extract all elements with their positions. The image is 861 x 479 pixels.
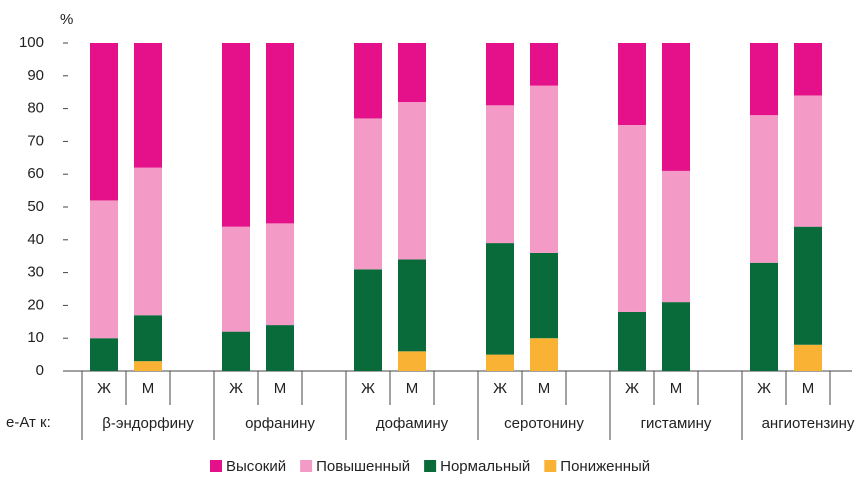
legend-label: Высокий <box>226 458 286 475</box>
bar-segment <box>662 43 690 171</box>
bar-segment <box>398 102 426 260</box>
legend-label: Нормальный <box>440 458 530 475</box>
bar-segment <box>794 226 822 345</box>
legend-label: Пониженный <box>560 458 650 475</box>
y-tick-label: 90 <box>27 67 44 84</box>
y-axis-label: % <box>60 11 73 28</box>
bar-segment <box>266 325 294 371</box>
y-tick-label: 10 <box>27 329 44 346</box>
group-label: β-эндорфину <box>102 415 194 432</box>
bar-segment <box>354 269 382 371</box>
bar-segment <box>750 43 778 116</box>
y-tick-label: 0 <box>36 362 44 379</box>
bar-segment <box>398 43 426 103</box>
x-tick-label: Ж <box>361 380 375 397</box>
bar-segment <box>134 361 162 371</box>
x-tick-label: Ж <box>229 380 243 397</box>
bar-segment <box>222 226 250 332</box>
y-tick-label: 70 <box>27 132 44 149</box>
bar-segment <box>90 200 118 339</box>
bar-segment <box>618 125 646 312</box>
bar-segment <box>134 43 162 168</box>
bar-segment <box>530 85 558 253</box>
bar-segment <box>486 243 514 355</box>
bar-segment <box>618 311 646 371</box>
group-axis-label: е-Ат к: <box>6 414 51 431</box>
x-tick-label: М <box>274 380 287 397</box>
group-label: ангиотензину <box>762 415 855 432</box>
bar-segment <box>794 43 822 96</box>
y-tick-label: 100 <box>19 34 44 51</box>
bar-segment <box>134 167 162 316</box>
bar-segment <box>750 262 778 371</box>
bar-segment <box>266 43 294 224</box>
x-tick-label: М <box>538 380 551 397</box>
bar-segment <box>662 170 690 303</box>
x-tick-label: Ж <box>625 380 639 397</box>
bar-segment <box>134 315 162 362</box>
bar-segment <box>486 354 514 371</box>
bar-segment <box>530 338 558 371</box>
bar-segment <box>530 43 558 86</box>
legend-swatch <box>300 460 313 472</box>
bar-segment <box>266 223 294 326</box>
bar-segment <box>354 118 382 270</box>
y-tick-label: 20 <box>27 296 44 313</box>
legend-swatch <box>210 460 222 472</box>
x-tick-label: Ж <box>97 380 111 397</box>
legend-swatch <box>424 460 437 472</box>
bar-segment <box>750 115 778 263</box>
bar-segment <box>398 259 426 352</box>
bar-segment <box>530 252 558 339</box>
x-tick-label: М <box>802 380 815 397</box>
y-tick-label: 60 <box>27 165 44 182</box>
bar-segment <box>222 331 250 371</box>
bar-segment <box>398 351 426 371</box>
bar-segment <box>794 95 822 227</box>
y-tick-label: 50 <box>27 198 44 215</box>
bar-segment <box>794 344 822 371</box>
x-tick-label: Ж <box>493 380 507 397</box>
bar-segment <box>222 43 250 227</box>
bar-segment <box>90 43 118 201</box>
x-tick-label: М <box>670 380 683 397</box>
x-tick-label: М <box>406 380 419 397</box>
bar-segment <box>618 43 646 125</box>
group-label: орфанину <box>245 415 315 432</box>
y-tick-label: 40 <box>27 231 44 248</box>
x-tick-label: Ж <box>757 380 771 397</box>
bar-segment <box>486 105 514 244</box>
x-tick-label: М <box>142 380 155 397</box>
group-label: серотонину <box>504 415 584 432</box>
bar-segment <box>662 302 690 371</box>
y-tick-label: 30 <box>27 264 44 281</box>
legend-swatch <box>544 460 557 472</box>
group-label: дофамину <box>376 415 449 432</box>
legend-label: Повышенный <box>316 458 410 475</box>
bar-segment <box>486 43 514 106</box>
bar-segment <box>90 338 118 371</box>
y-tick-label: 80 <box>27 100 44 117</box>
group-label: гистамину <box>641 415 712 432</box>
bar-segment <box>354 43 382 119</box>
